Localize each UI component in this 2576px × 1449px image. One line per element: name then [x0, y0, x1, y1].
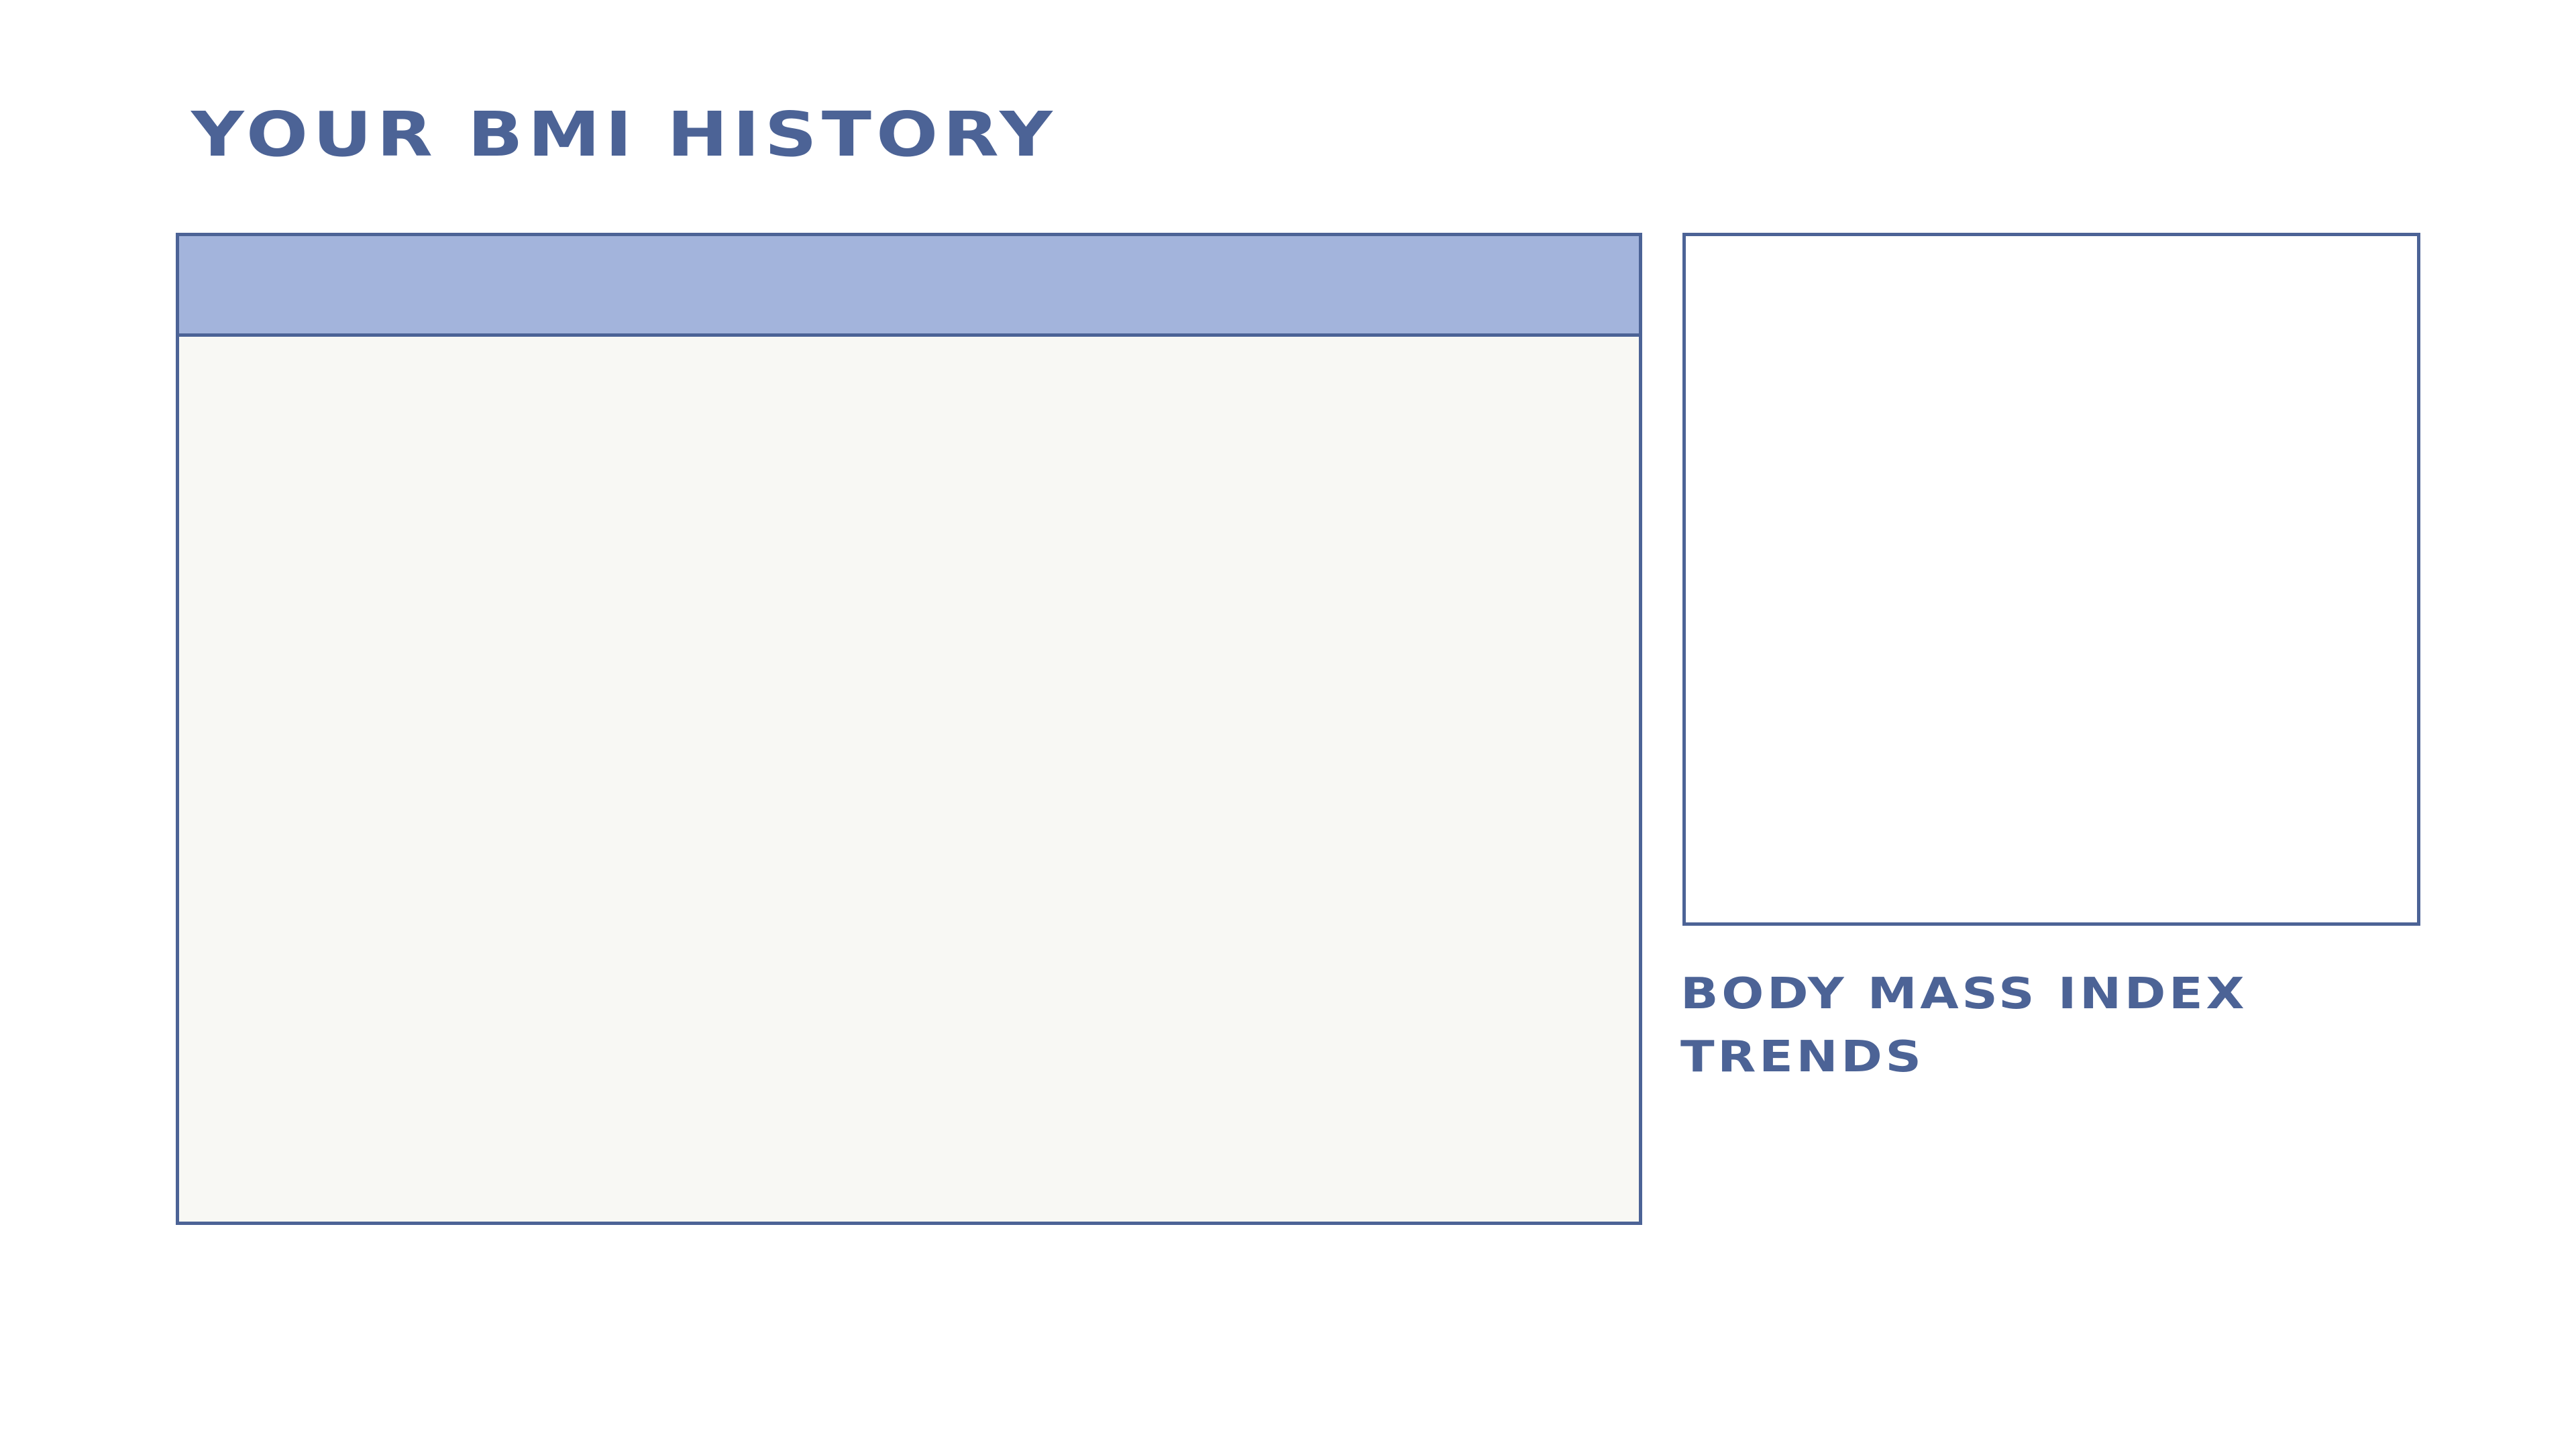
bmi-history-panel-header [179, 236, 1639, 337]
bmi-history-panel [176, 233, 1642, 1225]
bmi-trends-caption: BODY MASS INDEX TRENDS [1680, 963, 2459, 1089]
page-title: YOUR BMI HISTORY [191, 99, 1057, 170]
bmi-trends-caption-line2: TRENDS [1680, 1032, 1925, 1082]
bmi-trends-caption-line1: BODY MASS INDEX [1680, 969, 2248, 1019]
bmi-trends-panel [1682, 233, 2420, 926]
bmi-history-panel-body [179, 337, 1639, 1222]
